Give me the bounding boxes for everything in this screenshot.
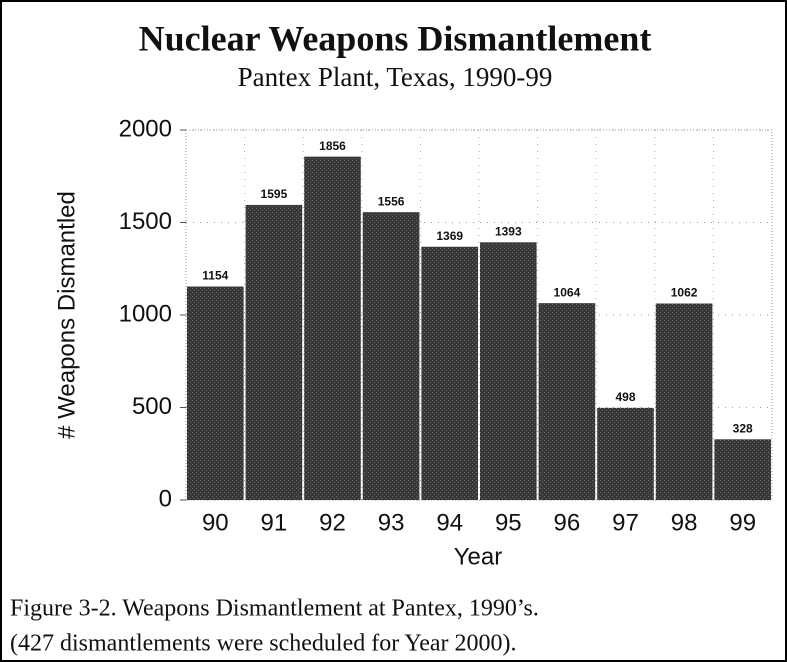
y-tick-label: 2000	[119, 115, 172, 142]
bar-texture	[597, 407, 654, 500]
data-label: 1064	[554, 285, 581, 299]
bar-texture	[714, 439, 771, 500]
y-tick-label: 1500	[119, 208, 172, 235]
data-label: 1856	[319, 139, 346, 153]
data-label: 328	[733, 421, 753, 435]
bar-texture	[655, 303, 713, 500]
y-axis-label: # Weapons Dismantled	[53, 191, 80, 439]
x-tick-label: 99	[729, 509, 756, 536]
x-tick-label: 93	[378, 509, 405, 536]
x-tick-label: 96	[554, 509, 581, 536]
caption-line: Figure 3-2. Weapons Dismantlement at Pan…	[10, 596, 539, 622]
data-label: 1062	[671, 286, 698, 300]
x-tick-label: 97	[612, 509, 639, 536]
bar-texture	[304, 156, 361, 500]
chart-subtitle: Pantex Plant, Texas, 1990-99	[238, 62, 553, 92]
bar-texture	[362, 212, 420, 500]
chart-title: Nuclear Weapons Dismantlement	[139, 18, 652, 58]
data-label: 1595	[261, 187, 288, 201]
y-tick-label: 1000	[119, 300, 172, 327]
x-tick-label: 95	[495, 509, 522, 536]
bar-texture	[187, 286, 244, 500]
data-label: 1369	[436, 229, 463, 243]
data-label: 498	[615, 390, 635, 404]
plot-area	[185, 129, 773, 501]
x-tick-label: 92	[319, 509, 346, 536]
x-tick-label: 94	[436, 509, 463, 536]
y-tick-label: 500	[132, 393, 172, 420]
data-label: 1556	[378, 194, 405, 208]
x-axis-label: Year	[454, 543, 503, 570]
data-label: 1154	[202, 269, 228, 283]
x-tick-label: 90	[202, 509, 229, 536]
x-tick-label: 91	[261, 509, 288, 536]
caption-line: (427 dismantlements were scheduled for Y…	[10, 631, 517, 657]
bar-texture	[421, 246, 478, 500]
bar-texture	[538, 303, 596, 500]
x-tick-label: 98	[671, 509, 698, 536]
bar-texture	[245, 204, 303, 501]
bar-texture	[480, 242, 537, 501]
y-tick-label: 0	[159, 485, 172, 512]
data-label: 1393	[495, 224, 522, 238]
